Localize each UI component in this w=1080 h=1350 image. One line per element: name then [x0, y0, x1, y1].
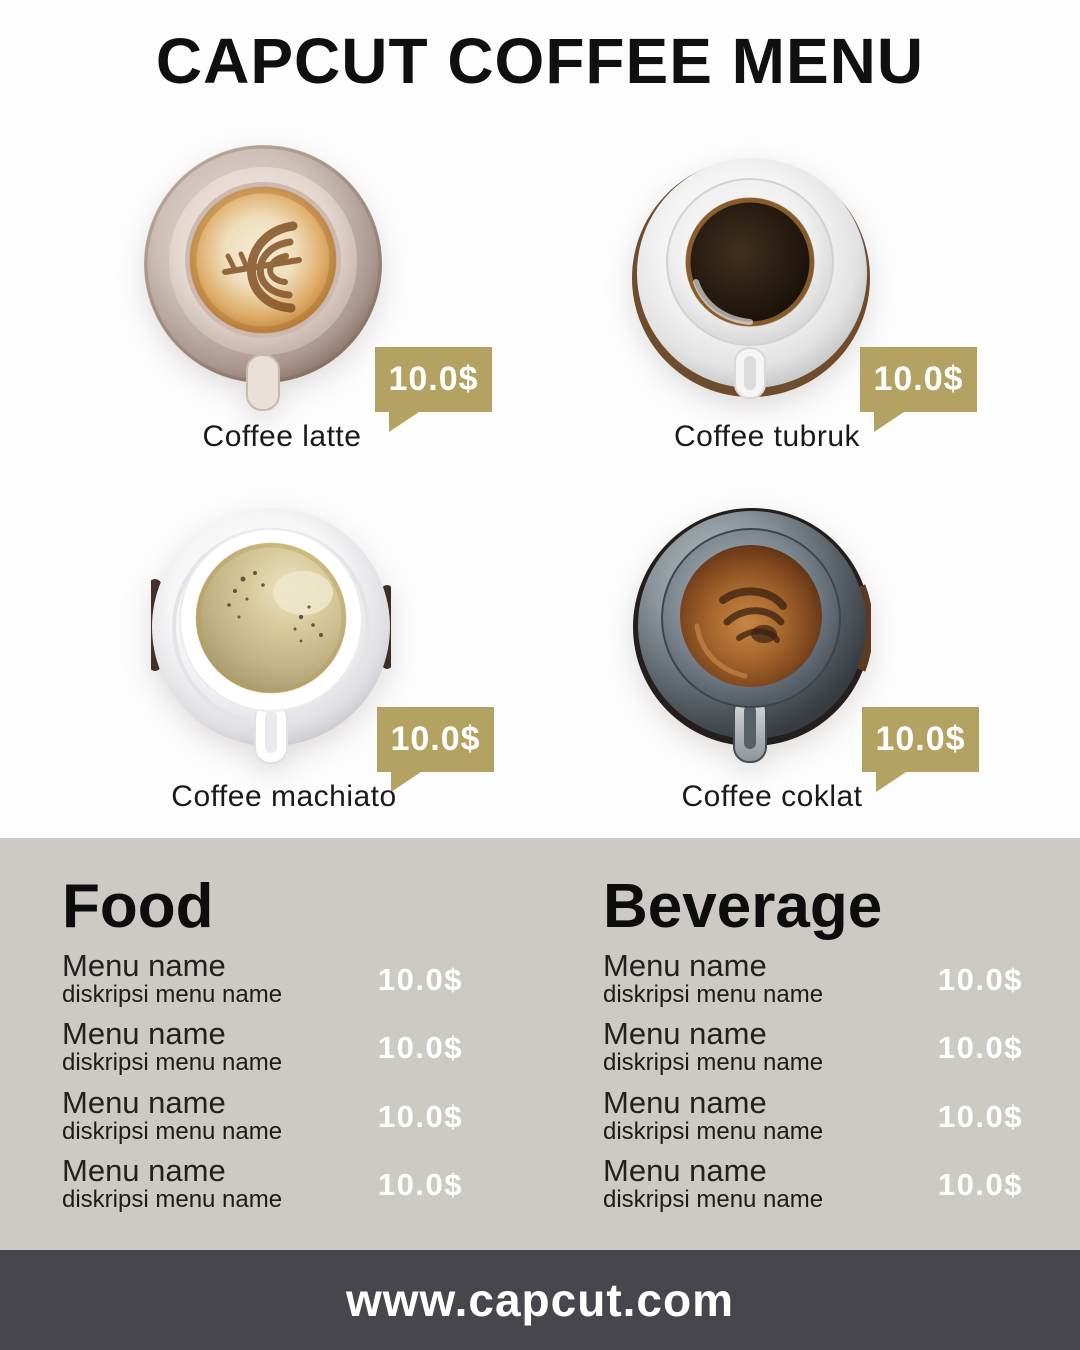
menu-item: Menu name diskripsi menu name 10.0$ — [603, 1084, 1023, 1145]
menu-item-name: Menu name — [603, 1152, 767, 1188]
menu-item-description: diskripsi menu name — [62, 1185, 283, 1213]
menu-item-price: 10.0$ — [937, 962, 1023, 997]
menu-item: Menu name diskripsi menu name 10.0$ — [62, 1152, 463, 1213]
menu-item: Menu name diskripsi menu name 10.0$ — [603, 1016, 1023, 1077]
price-text: 10.0$ — [390, 720, 481, 758]
menu-item: Menu name diskripsi menu name 10.0$ — [62, 948, 463, 1008]
menu-item-name: Menu name — [603, 1084, 767, 1120]
menu-heading-food: Food — [62, 872, 214, 941]
menu-item: Menu name diskripsi menu name 10.0$ — [603, 948, 1023, 1008]
menu-item-name: Menu name — [62, 1084, 226, 1120]
website-url: www.capcut.com — [345, 1274, 735, 1326]
menu-item-price: 10.0$ — [937, 1166, 1023, 1202]
coffee-coklat-image — [633, 508, 871, 763]
menu-item: Menu name diskripsi menu name 10.0$ — [62, 1016, 463, 1077]
menu-item-price: 10.0$ — [937, 1098, 1023, 1134]
menu-item-description: diskripsi menu name — [62, 1117, 283, 1145]
coffee-machiato-image — [151, 508, 391, 764]
menu-item-price: 10.0$ — [377, 962, 463, 997]
price-text: 10.0$ — [875, 720, 966, 758]
menu-item-price: 10.0$ — [937, 1030, 1023, 1066]
price-badge: 10.0$ — [375, 347, 492, 432]
price-badge: 10.0$ — [862, 707, 979, 792]
coffee-tubruk-image — [632, 158, 870, 399]
menu-item: Menu name diskripsi menu name 10.0$ — [603, 1152, 1023, 1213]
menu-item-description: diskripsi menu name — [603, 1185, 824, 1213]
menu-column-beverage: Beverage Menu name diskripsi menu name 1… — [603, 876, 1023, 1223]
menu-item-description: diskripsi menu name — [603, 1117, 824, 1145]
footer-bar: www.capcut.com — [0, 1250, 1080, 1350]
price-text: 10.0$ — [873, 360, 964, 398]
menu-panel: Food Menu name diskripsi menu name 10.0$… — [0, 838, 1080, 1250]
menu-heading-beverage: Beverage — [603, 872, 883, 941]
menu-column-food: Food Menu name diskripsi menu name 10.0$… — [62, 876, 463, 1223]
menu-item-name: Menu name — [603, 948, 767, 983]
menu-item-description: diskripsi menu name — [62, 1049, 283, 1077]
menu-item-description: diskripsi menu name — [603, 980, 824, 1008]
menu-item-name: Menu name — [62, 1016, 226, 1052]
product-name: Coffee tubruk — [673, 420, 861, 453]
menu-item-name: Menu name — [603, 1016, 767, 1052]
product-name: Coffee coklat — [681, 780, 863, 813]
menu-item-name: Menu name — [62, 948, 226, 983]
menu-item-price: 10.0$ — [377, 1166, 463, 1202]
price-badge: 10.0$ — [860, 347, 977, 432]
price-text: 10.0$ — [388, 360, 479, 398]
menu-item-name: Menu name — [62, 1152, 226, 1188]
menu-item-description: diskripsi menu name — [603, 1049, 824, 1077]
menu-item-price: 10.0$ — [377, 1030, 463, 1066]
poster-title: CAPCUT COFFEE MENU — [155, 25, 925, 97]
menu-item: Menu name diskripsi menu name 10.0$ — [62, 1084, 463, 1145]
product-name: Coffee machiato — [171, 780, 397, 813]
price-badge: 10.0$ — [377, 707, 494, 792]
coffee-latte-image — [144, 145, 382, 411]
menu-item-description: diskripsi menu name — [62, 980, 283, 1008]
product-name: Coffee latte — [202, 420, 362, 453]
menu-item-price: 10.0$ — [377, 1098, 463, 1134]
